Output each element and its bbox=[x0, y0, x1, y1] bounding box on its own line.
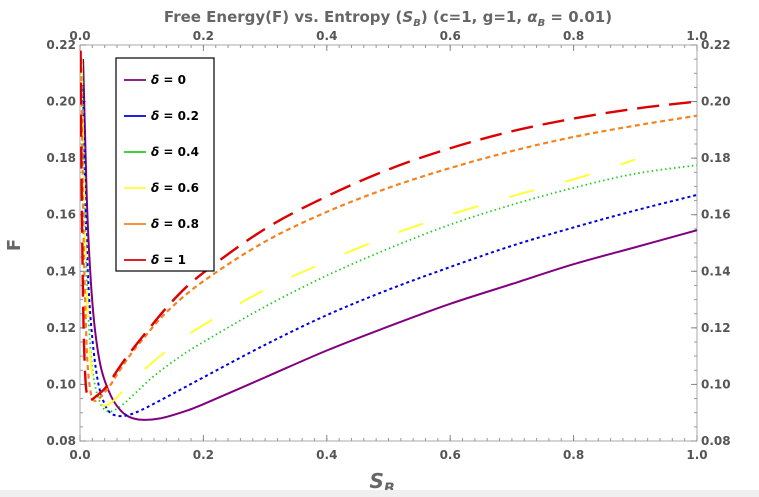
y-tick-label-right: 0.12 bbox=[701, 321, 731, 335]
series-line-delta-2 bbox=[80, 59, 697, 413]
x-tick-label-bottom: 1.0 bbox=[686, 448, 707, 462]
y-axis-label: F bbox=[4, 239, 25, 251]
legend-delta-symbol: δ bbox=[151, 217, 159, 231]
series-line-delta-0 bbox=[82, 59, 697, 421]
x-axis-label-sub: B bbox=[384, 481, 395, 497]
x-tick-label-top: 0.8 bbox=[563, 29, 584, 43]
x-axis-label: SB bbox=[369, 469, 394, 497]
y-tick-label-left: 0.10 bbox=[46, 377, 76, 391]
title-alpha: α bbox=[527, 8, 538, 26]
y-tick-label-left: 0.08 bbox=[46, 434, 76, 448]
x-tick-label-bottom: 0.2 bbox=[193, 448, 214, 462]
y-tick-label-left: 0.18 bbox=[46, 151, 76, 165]
legend-delta-symbol: δ bbox=[151, 73, 159, 87]
legend-delta-symbol: δ bbox=[151, 109, 159, 123]
legend-delta-symbol: δ bbox=[151, 181, 159, 195]
legend-entry-label: δ = 0 bbox=[151, 73, 186, 87]
x-tick-label-top: 1.0 bbox=[686, 29, 707, 43]
y-tick-label-left: 0.16 bbox=[46, 208, 76, 222]
y-tick-label-right: 0.16 bbox=[701, 208, 731, 222]
legend-delta-value: = 0.4 bbox=[159, 145, 199, 159]
legend-delta-symbol: δ bbox=[151, 253, 159, 267]
x-tick-label-top: 0.2 bbox=[193, 29, 214, 43]
legend-entry-label: δ = 0.6 bbox=[151, 181, 199, 195]
y-tick-label-left: 0.14 bbox=[46, 264, 76, 278]
legend-delta-symbol: δ bbox=[151, 145, 159, 159]
legend-delta-value: = 0 bbox=[159, 73, 186, 87]
legend-delta-value: = 0.8 bbox=[159, 217, 199, 231]
series-line-delta-4 bbox=[80, 59, 697, 402]
axis-ticks: 0.00.00.20.20.40.40.60.60.80.81.01.00.08… bbox=[46, 29, 730, 462]
legend-entry-label: δ = 0.4 bbox=[151, 145, 199, 159]
y-tick-label-left: 0.22 bbox=[46, 38, 76, 52]
series-line-delta-5 bbox=[80, 50, 697, 402]
y-tick-label-right: 0.18 bbox=[701, 151, 731, 165]
x-tick-label-top: 0.6 bbox=[440, 29, 461, 43]
y-tick-label-right: 0.10 bbox=[701, 377, 731, 391]
legend: δ = 0δ = 0.2δ = 0.4δ = 0.6δ = 0.8δ = 1 bbox=[115, 57, 215, 272]
x-tick-label-top: 0.4 bbox=[316, 29, 337, 43]
legend-box bbox=[115, 57, 215, 272]
x-tick-label-bottom: 0.4 bbox=[316, 448, 337, 462]
title-part-2: ) (c=1, g=1, bbox=[421, 8, 527, 26]
chart-title: Free Energy(F) vs. Entropy (SB) (c=1, g=… bbox=[164, 8, 612, 29]
x-tick-label-bottom: 0.0 bbox=[69, 448, 90, 462]
legend-entry-label: δ = 1 bbox=[151, 253, 186, 267]
legend-entry-label: δ = 0.8 bbox=[151, 217, 199, 231]
y-tick-label-right: 0.20 bbox=[701, 95, 731, 109]
y-tick-label-left: 0.20 bbox=[46, 95, 76, 109]
title-part-1: Free Energy(F) vs. Entropy ( bbox=[164, 8, 402, 26]
series-line-delta-1 bbox=[81, 59, 697, 418]
bottom-scroll-strip bbox=[0, 490, 759, 497]
legend-delta-value: = 0.6 bbox=[159, 181, 199, 195]
x-axis-label-main: S bbox=[369, 469, 383, 493]
y-tick-label-left: 0.12 bbox=[46, 321, 76, 335]
y-tick-label-right: 0.22 bbox=[701, 38, 731, 52]
y-tick-label-right: 0.14 bbox=[701, 264, 731, 278]
title-s: S bbox=[402, 8, 413, 26]
legend-delta-value: = 1 bbox=[159, 253, 186, 267]
legend-entry-label: δ = 0.2 bbox=[151, 109, 199, 123]
series-line-delta-3 bbox=[80, 59, 636, 407]
series-layer bbox=[80, 50, 697, 421]
x-tick-label-top: 0.0 bbox=[69, 29, 90, 43]
title-s-sub: B bbox=[413, 18, 421, 29]
y-tick-label-right: 0.08 bbox=[701, 434, 731, 448]
title-part-3: = 0.01) bbox=[545, 8, 612, 26]
x-tick-label-bottom: 0.6 bbox=[440, 448, 461, 462]
x-tick-label-bottom: 0.8 bbox=[563, 448, 584, 462]
title-alpha-sub: B bbox=[538, 18, 546, 29]
legend-delta-value: = 0.2 bbox=[159, 109, 199, 123]
